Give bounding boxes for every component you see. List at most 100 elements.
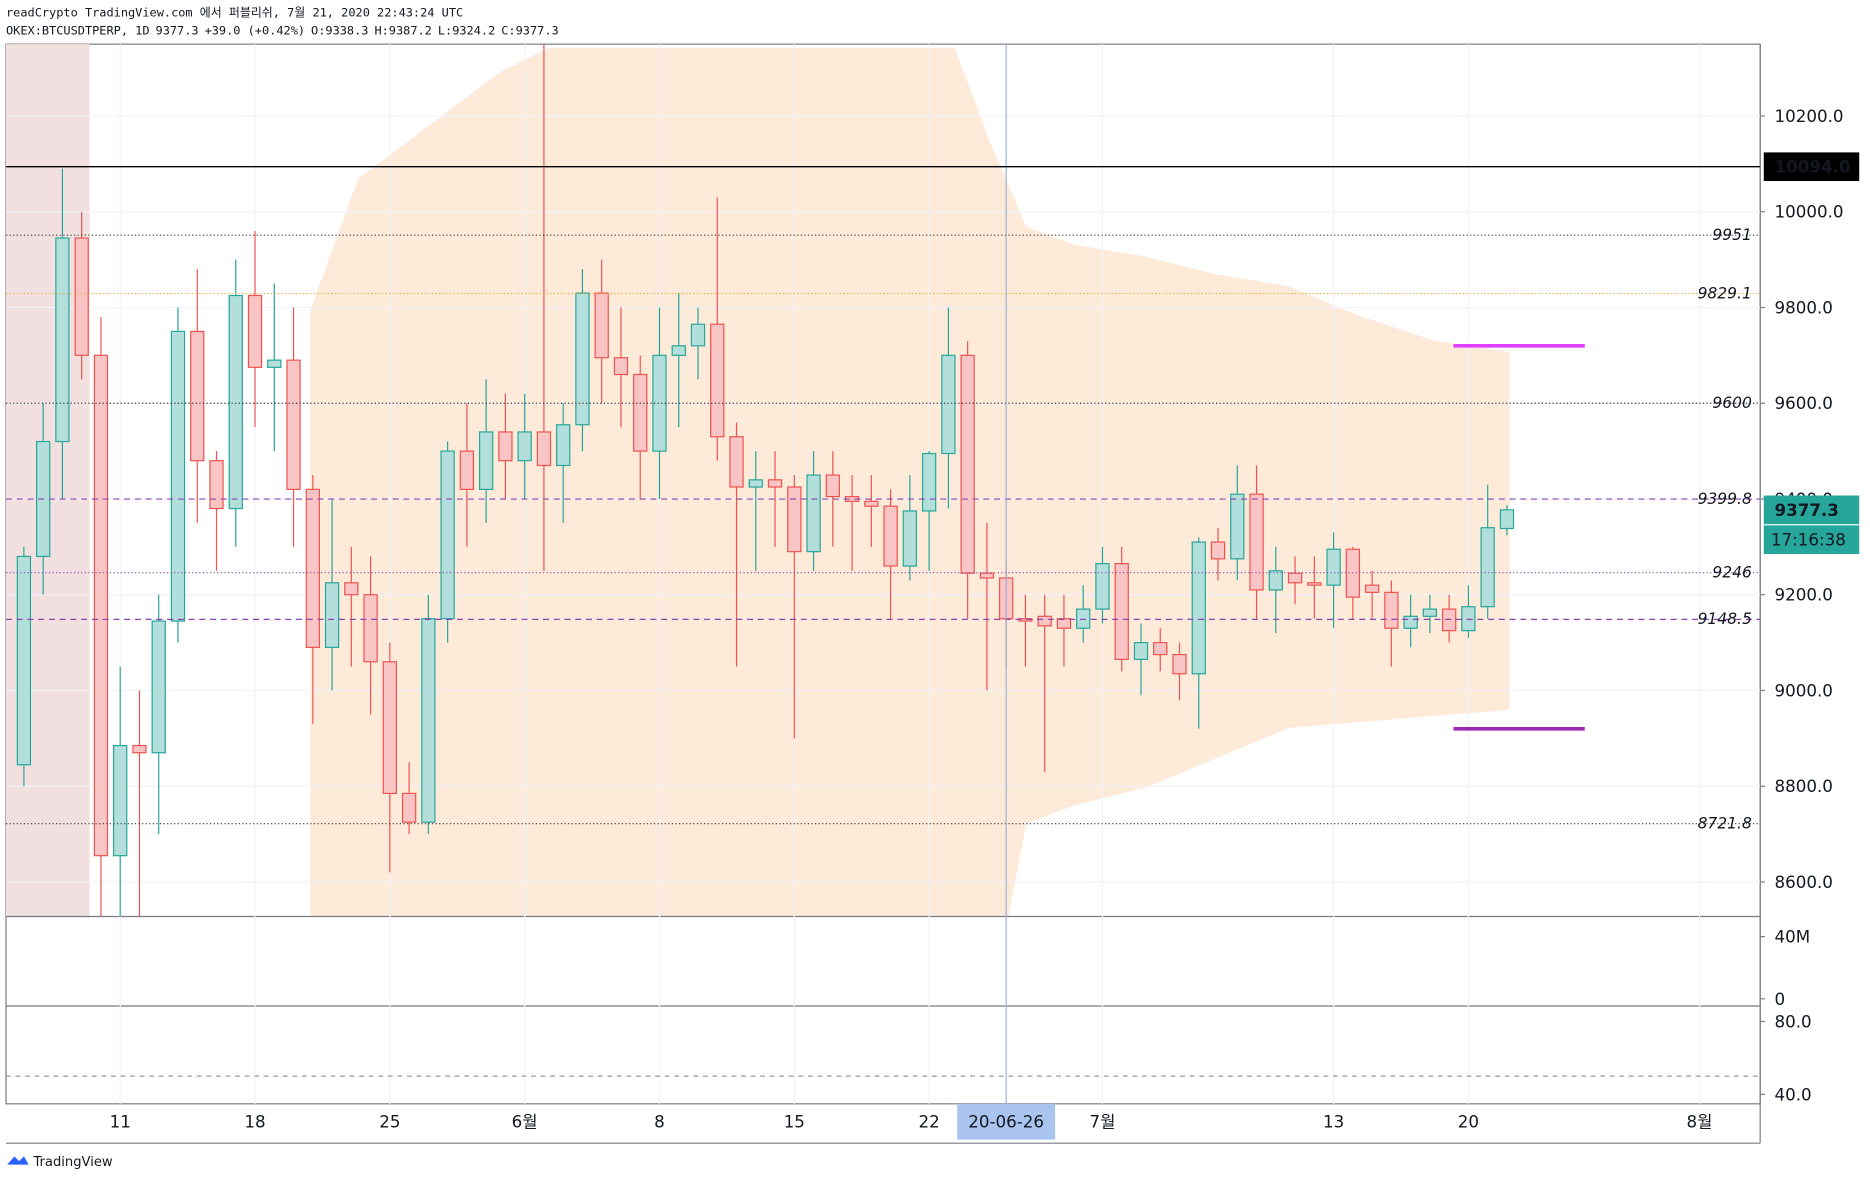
level-label: 9951 — [1712, 226, 1751, 244]
candle-body — [209, 460, 224, 510]
candle-body — [671, 345, 686, 356]
rsi-tick-label: 80.0 — [1775, 1011, 1812, 1031]
x-tick-label: 20 — [1458, 1112, 1479, 1132]
candle-body — [960, 354, 975, 574]
candle-body — [806, 474, 821, 553]
candle-body — [498, 431, 513, 462]
candle-body — [517, 431, 532, 462]
y-tick-label: 9800.0 — [1775, 297, 1833, 317]
candle-body — [1499, 509, 1515, 530]
level-label: 8721.8 — [1698, 814, 1752, 832]
candle-body — [941, 354, 956, 455]
legend-text: C: — [501, 24, 515, 38]
level-label: 9148.5 — [1698, 610, 1752, 628]
price-badge — [1763, 152, 1860, 182]
candle-body — [1172, 653, 1187, 675]
candle-body — [1461, 606, 1476, 632]
candle-body — [1056, 618, 1072, 629]
x-tick-label: 15 — [784, 1112, 805, 1132]
legend-text: 9377.3 — [516, 24, 559, 38]
level-label: 9399.8 — [1698, 490, 1752, 508]
candle-body — [575, 292, 590, 426]
candle-body — [16, 555, 32, 766]
candle-body — [1076, 608, 1091, 629]
candle-body — [151, 620, 166, 754]
price-badge-label: 9377.3 — [1775, 500, 1839, 520]
x-tick-label: 25 — [379, 1112, 400, 1132]
candle-body — [767, 479, 783, 488]
candle-body — [921, 452, 937, 512]
candle-body — [113, 744, 128, 857]
x-tick-label: 8월 — [1687, 1112, 1713, 1132]
candle-body — [228, 294, 243, 510]
candle-body — [556, 424, 571, 467]
legend-text: 9324.2 — [452, 24, 495, 38]
x-tick-label: 11 — [110, 1112, 131, 1132]
y-tick-label: 8800.0 — [1775, 776, 1833, 796]
crosshair-label: 20-06-26 — [968, 1112, 1044, 1132]
x-tick-label: 13 — [1323, 1112, 1344, 1132]
candle-body — [1191, 541, 1206, 675]
candle-body — [459, 450, 475, 491]
x-tick-label: 7월 — [1089, 1112, 1115, 1132]
candle-body — [710, 323, 725, 438]
candle-body — [902, 510, 918, 567]
candle-body — [1133, 642, 1149, 660]
legend-text: H: — [374, 24, 388, 38]
level-label: 9246 — [1712, 563, 1752, 581]
legend-text: +39.0 (+0.42%) — [205, 24, 305, 38]
legend-text: L: — [438, 24, 452, 38]
volume-tick-label: 40M — [1775, 927, 1811, 947]
candle-body — [1153, 642, 1168, 656]
main-pane — [16, 44, 1515, 917]
candle-body — [1326, 548, 1341, 586]
candle-body — [652, 354, 667, 452]
candle-body — [1268, 570, 1283, 591]
candle-body — [1249, 493, 1264, 591]
logo-mark — [7, 1156, 29, 1165]
footer-text: TradingView — [32, 1155, 112, 1170]
level-label: 9829.1 — [1698, 284, 1752, 302]
y-tick-label: 9000.0 — [1775, 680, 1833, 700]
legend-text: OKEX:BTCUSDTPERP, 1D — [6, 24, 150, 38]
candle-body — [190, 330, 205, 462]
candle-body — [1384, 591, 1399, 629]
candle-body — [633, 373, 648, 452]
candle-body — [748, 479, 763, 488]
candle-body — [979, 572, 995, 579]
candle-body — [1095, 563, 1110, 610]
candle-body — [305, 488, 320, 648]
legend-text: O: — [311, 24, 325, 38]
candle-body — [132, 744, 147, 754]
candle-body — [478, 431, 494, 491]
y-tick-label: 10200.0 — [1775, 106, 1844, 126]
candle-body — [536, 431, 552, 467]
crosshair-badge — [957, 1103, 1056, 1140]
price-badge — [1763, 495, 1860, 525]
candle-body — [1287, 572, 1303, 584]
x-tick-label: 6월 — [512, 1112, 538, 1132]
candle-body — [324, 582, 340, 648]
countdown-badge — [1763, 525, 1860, 555]
candle-body — [729, 436, 744, 488]
candle-body — [74, 237, 89, 356]
candle-body — [1307, 582, 1322, 586]
y-tick-label: 10000.0 — [1775, 202, 1844, 222]
candle-body — [93, 354, 109, 857]
legend-line: OKEX:BTCUSDTPERP, 1D 9377.3 +39.0 (+0.42%)… — [6, 24, 559, 38]
candle-body — [267, 359, 282, 368]
candle-body — [363, 594, 378, 663]
publisher: readCrypto TradingView.com 에서 퍼블리쉬, 7월 2… — [6, 6, 463, 20]
volume-tick-label: 0 — [1775, 989, 1786, 1009]
footer-logo: TradingView — [7, 1155, 113, 1170]
candle-body — [55, 237, 70, 443]
candle-body — [247, 294, 263, 368]
candle-body — [1422, 608, 1438, 617]
y-tick-label: 8600.0 — [1775, 872, 1833, 892]
candle-body — [1480, 527, 1495, 608]
candle-body — [286, 359, 301, 491]
candle-body — [170, 330, 186, 622]
candle-body — [1210, 541, 1226, 560]
candle-body — [1230, 493, 1245, 560]
candle-body — [864, 500, 879, 507]
